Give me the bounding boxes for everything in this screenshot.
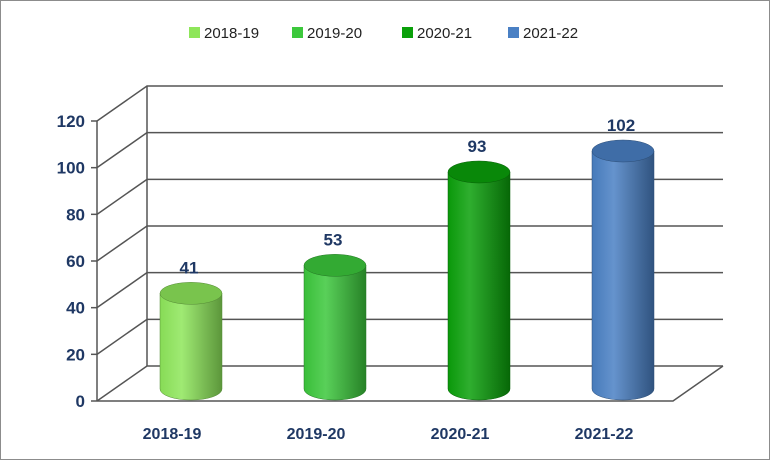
x-tick-label: 2021-22 xyxy=(575,426,634,443)
bar-2019-20 xyxy=(303,265,367,401)
legend-entry: 2020-21 xyxy=(417,25,472,42)
gridline xyxy=(96,365,723,402)
floor-edge xyxy=(97,365,724,402)
data-label-2019-20: 53 xyxy=(324,230,343,249)
y-tick-label: 0 xyxy=(76,392,85,411)
y-tick-label: 100 xyxy=(57,159,85,178)
gridline xyxy=(96,85,723,122)
bars xyxy=(159,139,655,401)
data-label-2018-19: 41 xyxy=(180,258,199,277)
y-tick-label: 20 xyxy=(66,345,85,364)
legend-swatch xyxy=(508,27,519,38)
bar-2018-19 xyxy=(159,293,223,401)
x-axis: 2018-19 2019-20 2020-21 2021-22 xyxy=(143,426,634,443)
bar-2020-21 xyxy=(447,171,511,401)
bar-top-2019-20 xyxy=(303,254,367,277)
gridline xyxy=(96,318,723,355)
bar-top-2021-22 xyxy=(591,139,655,163)
y-tick-label: 40 xyxy=(66,299,85,318)
gridline xyxy=(96,178,723,215)
legend-swatch xyxy=(189,27,200,38)
bar-top-2020-21 xyxy=(447,160,511,184)
data-label-2021-22: 102 xyxy=(607,116,635,135)
x-tick-label: 2019-20 xyxy=(287,426,346,443)
legend-swatch xyxy=(402,27,413,38)
x-tick-label: 2020-21 xyxy=(431,426,490,443)
gridline xyxy=(96,225,723,262)
legend-entry: 2019-20 xyxy=(307,25,362,42)
y-tick-label: 120 xyxy=(57,112,85,131)
gridlines xyxy=(96,85,723,402)
x-tick-label: 2018-19 xyxy=(143,426,202,443)
bar-2021-22 xyxy=(591,150,655,401)
y-axis: 0 20 40 60 80 100 120 xyxy=(57,112,97,411)
gridline xyxy=(96,271,723,309)
data-label-2020-21: 93 xyxy=(468,137,487,156)
legend-entry: 2021-22 xyxy=(523,25,578,42)
bar-top-2018-19 xyxy=(159,282,223,305)
legend-entry: 2018-19 xyxy=(204,25,259,42)
y-tick-label: 80 xyxy=(66,205,85,224)
legend-swatch xyxy=(292,27,303,38)
data-labels: 41 53 93 102 xyxy=(180,116,636,277)
y-tick-label: 60 xyxy=(66,252,85,271)
gridline xyxy=(96,131,723,169)
legend: 2018-19 2019-20 2020-21 2021-22 xyxy=(189,25,578,42)
